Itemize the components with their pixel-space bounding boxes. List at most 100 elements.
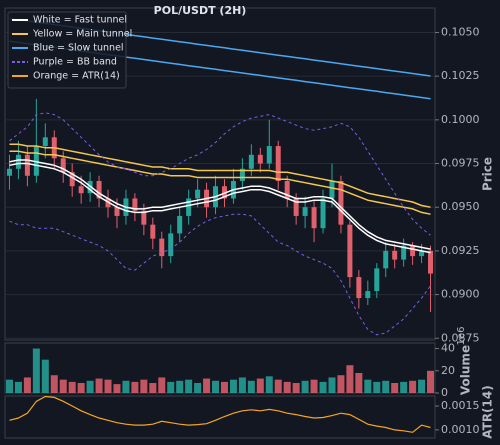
candle-body [284, 180, 290, 199]
volume-bar [23, 377, 31, 393]
candle-body [114, 207, 120, 216]
volume-bar [409, 380, 417, 393]
volume-bar [265, 376, 273, 393]
volume-bar [77, 383, 85, 393]
y-tick-label: 0.0010 [441, 423, 480, 436]
candle-body [266, 146, 272, 164]
candle-body [150, 224, 156, 239]
candle-body [392, 250, 398, 260]
chart-title: POL/USDT (2H) [154, 4, 247, 17]
candle-body [293, 198, 299, 216]
volume-bar [427, 370, 435, 393]
y-tick-label: 0.0950 [441, 200, 480, 213]
candle-body [60, 158, 66, 173]
volume-bar [346, 365, 354, 393]
volume-bar [247, 380, 255, 393]
candle-body [141, 210, 147, 225]
volume-bar [203, 378, 211, 393]
candle-body [302, 207, 308, 216]
overlay-line [9, 143, 431, 208]
volume-bar [355, 373, 363, 393]
legend-box [7, 11, 127, 89]
volume-bar [238, 377, 246, 393]
volume-offset-label: 1e6 [456, 327, 467, 346]
overlay-line [9, 159, 431, 250]
legend-label: Yellow = Main tunnel [32, 29, 132, 40]
candle-body [374, 268, 380, 292]
candle-body [239, 168, 245, 181]
volume-bar [364, 379, 372, 393]
candle-body [33, 146, 39, 176]
y-tick-label: 0.1000 [441, 113, 480, 126]
candle-body [347, 224, 353, 278]
volume-bar [328, 377, 336, 393]
candle-body [24, 154, 30, 176]
candle-body [356, 277, 362, 299]
y-tick-label: 20 [441, 364, 455, 377]
volume-bar [373, 381, 381, 393]
candle-body [275, 146, 281, 181]
volume-bar [149, 383, 157, 393]
y-tick-label: 0.1025 [441, 69, 480, 82]
candle-body [96, 180, 102, 199]
volume-bar [122, 380, 130, 393]
volume-bar [391, 383, 399, 393]
volume-bar [131, 381, 139, 393]
y-tick-label: 0.0900 [441, 288, 480, 301]
volume-bar [14, 381, 22, 393]
overlay-line [9, 112, 431, 236]
candle-body [383, 250, 389, 269]
candle-body [338, 180, 344, 225]
volume-bar [113, 384, 121, 393]
volume-bar [41, 359, 49, 393]
candle-body [257, 154, 263, 164]
volume-bar [301, 380, 309, 393]
candle-body [428, 250, 434, 274]
volume-bar [104, 379, 112, 393]
candle-body [186, 198, 192, 216]
volume-bar [140, 379, 148, 393]
y-tick-label: 0 [441, 386, 448, 399]
legend-label: Orange = ATR(14) [33, 71, 120, 82]
y-tick-label: 40 [441, 342, 455, 355]
candle-body [401, 245, 407, 260]
candle-body [177, 215, 183, 234]
atr-axis-label: ATR(14) [481, 385, 495, 438]
volume-bar [158, 377, 166, 393]
volume-bar [292, 383, 300, 393]
candle-body [168, 233, 174, 257]
y-tick-label: 0.1050 [441, 25, 480, 38]
volume-axis-label: Volume [459, 345, 473, 395]
volume-bar [337, 375, 345, 393]
candle-body [6, 168, 12, 176]
legend-label: Blue = Slow tunnel [33, 43, 124, 54]
candle-body [132, 198, 138, 211]
overlay-line [9, 150, 431, 215]
price-panel [4, 7, 436, 341]
candle-body [69, 172, 75, 187]
volume-bar [256, 378, 264, 393]
candle-body [410, 245, 416, 257]
atr-panel [4, 395, 436, 439]
candle-body [42, 137, 48, 147]
candle-body [248, 154, 254, 169]
legend-label: Purple = BB band [33, 57, 117, 68]
volume-bar [229, 379, 237, 393]
candle-body [320, 198, 326, 229]
volume-bar [185, 379, 193, 393]
volume-bar [400, 381, 408, 393]
volume-bar [418, 379, 426, 393]
overlay-line [9, 162, 431, 254]
y-tick-label: 0.0975 [441, 157, 480, 170]
volume-bar [194, 383, 202, 393]
volume-bar [212, 380, 220, 393]
volume-bar [220, 381, 228, 393]
volume-bar [274, 379, 282, 393]
candle-body [419, 250, 425, 257]
candle-body [15, 154, 21, 169]
candle-body [365, 291, 371, 299]
volume-bar [382, 380, 390, 393]
volume-panel [4, 342, 436, 394]
candle-body [311, 207, 317, 229]
volume-bar [167, 381, 175, 393]
